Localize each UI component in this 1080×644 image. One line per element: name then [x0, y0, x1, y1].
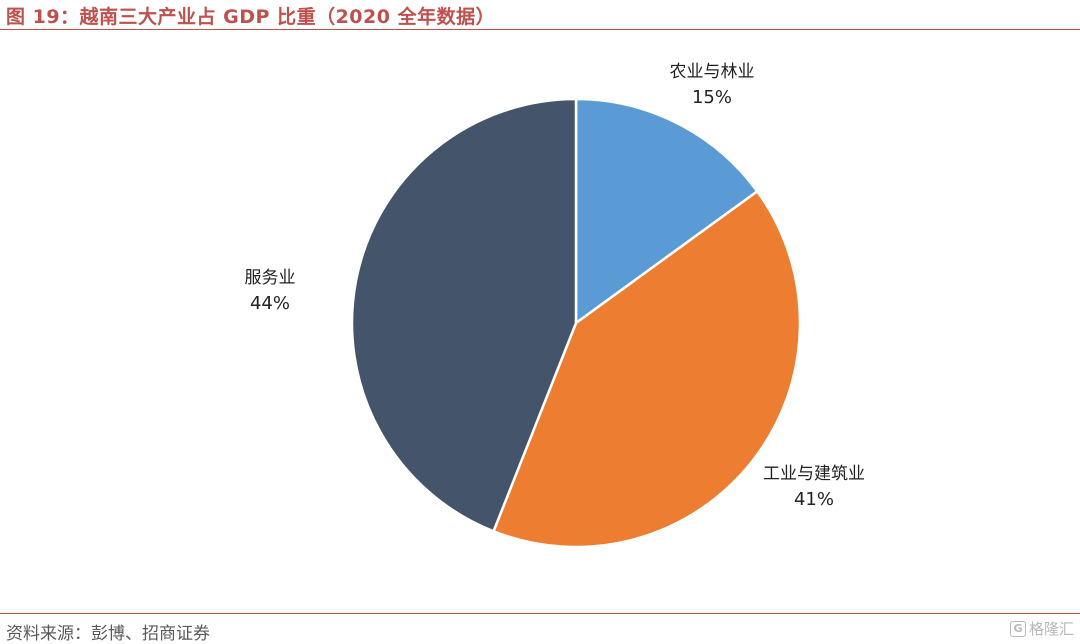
slice-label-industry: 工业与建筑业 [763, 464, 865, 484]
slice-value-agriculture: 15% [692, 87, 732, 108]
watermark: G 格隆汇 [1009, 618, 1074, 639]
title-rule [0, 29, 1080, 30]
slice-value-industry: 41% [794, 489, 834, 510]
figure-title: 图 19：越南三大产业占 GDP 比重（2020 全年数据） [6, 6, 496, 28]
title-bar: 图 19：越南三大产业占 GDP 比重（2020 全年数据） [0, 0, 1080, 30]
pie-chart: 农业与林业 15% 工业与建筑业 41% 服务业 44% [245, 62, 866, 549]
watermark-logo-icon: G [1009, 620, 1026, 637]
chart-area: 农业与林业 15% 工业与建筑业 41% 服务业 44% [0, 31, 1080, 611]
watermark-text: 格隆汇 [1028, 620, 1074, 638]
slice-label-services: 服务业 [245, 268, 296, 288]
pie-slice-services [350, 97, 578, 533]
pie-slice-industry [492, 190, 802, 549]
footer-rule [0, 613, 1080, 614]
pie-slices [350, 97, 802, 549]
pie-slice-agriculture [574, 97, 759, 325]
slice-label-agriculture: 农业与林业 [670, 62, 755, 82]
pie-labels: 农业与林业 15% 工业与建筑业 41% 服务业 44% [245, 62, 866, 510]
source-note: 资料来源：彭博、招商证券 [6, 624, 210, 644]
slice-value-services: 44% [250, 293, 290, 314]
